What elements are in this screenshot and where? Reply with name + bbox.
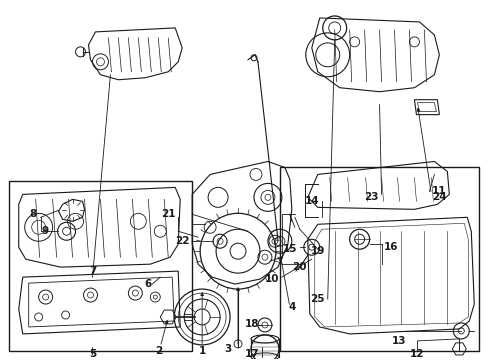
Text: 1: 1 — [198, 346, 205, 356]
Text: 21: 21 — [161, 209, 175, 219]
Text: 7: 7 — [89, 266, 96, 276]
Text: 9: 9 — [41, 226, 48, 236]
Text: 20: 20 — [292, 262, 306, 272]
Bar — [279, 167, 478, 351]
Text: 18: 18 — [244, 319, 259, 329]
Text: 15: 15 — [282, 244, 297, 254]
Text: 5: 5 — [89, 349, 96, 359]
Text: 16: 16 — [384, 242, 398, 252]
Bar — [9, 181, 192, 351]
Text: 24: 24 — [431, 192, 446, 202]
Text: 4: 4 — [287, 302, 295, 312]
Text: 22: 22 — [175, 236, 189, 246]
Text: 14: 14 — [304, 196, 319, 206]
Text: 11: 11 — [431, 186, 446, 197]
Text: 25: 25 — [310, 294, 325, 304]
Text: 6: 6 — [144, 279, 152, 289]
Text: 3: 3 — [224, 344, 231, 354]
Text: 13: 13 — [391, 336, 406, 346]
Text: 19: 19 — [310, 246, 325, 256]
Text: 10: 10 — [264, 274, 279, 284]
Text: 2: 2 — [154, 346, 162, 356]
Text: 8: 8 — [29, 209, 36, 219]
Text: 12: 12 — [409, 349, 424, 359]
Text: 17: 17 — [244, 349, 259, 359]
Text: 23: 23 — [364, 192, 378, 202]
